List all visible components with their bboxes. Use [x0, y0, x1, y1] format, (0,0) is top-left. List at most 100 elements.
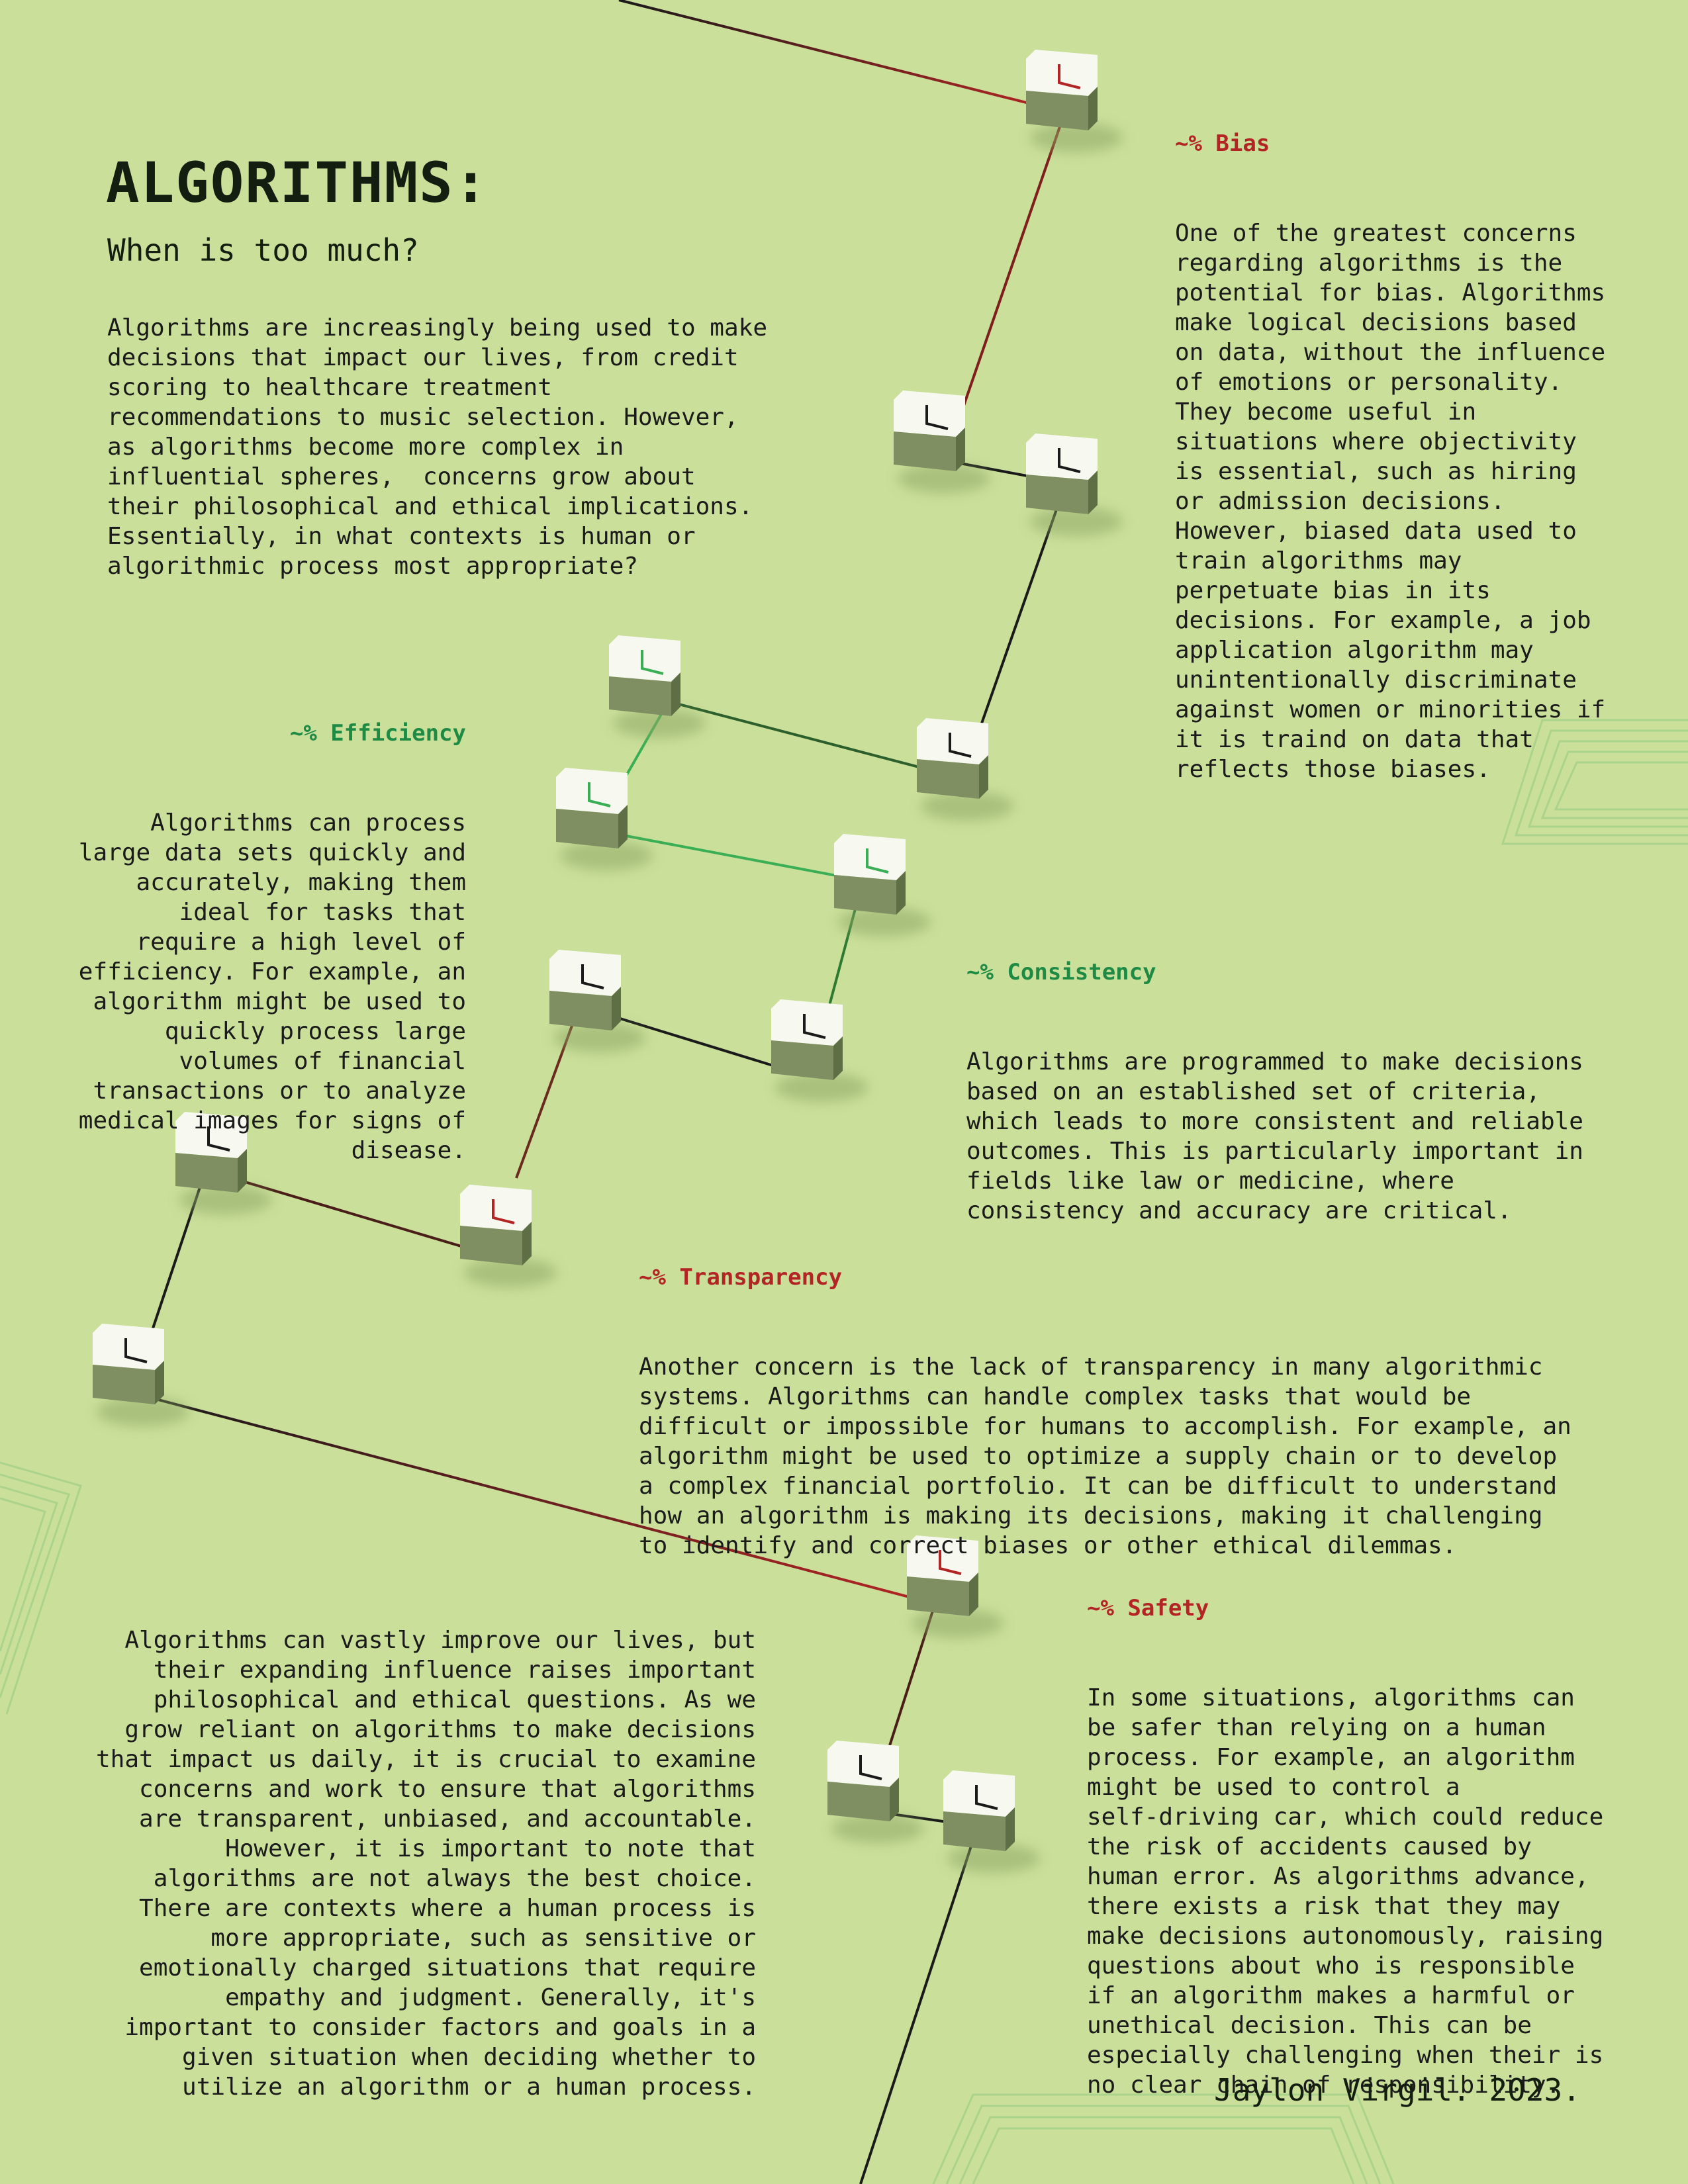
- transparency-line: systems. Algorithms can handle complex t…: [639, 1383, 1472, 1410]
- conclusion-line: There are contexts where a human process…: [139, 1895, 756, 1922]
- efficiency-line: large data sets quickly and: [78, 839, 466, 866]
- bias-line: is essential, such as hiring: [1175, 458, 1577, 485]
- consistency-line: outcomes. This is particularly important…: [966, 1138, 1583, 1165]
- bias-line: against women or minorities if: [1175, 696, 1606, 723]
- consistency-line: consistency and accuracy are critical.: [966, 1197, 1512, 1224]
- cube-group: [93, 50, 1123, 1873]
- safety-line: process. For example, an algorithm: [1087, 1744, 1575, 1771]
- cube-node: [827, 1741, 924, 1843]
- safety-line: In some situations, algorithms can: [1087, 1684, 1575, 1711]
- deco-lines-left: [0, 1461, 82, 1715]
- conclusion-line: important to consider factors and goals …: [124, 2014, 756, 2041]
- conclusion-line: grow reliant on algorithms to make decis…: [124, 1716, 756, 1743]
- safety-section: ~% Safety In some situations, algorithms…: [1087, 1534, 1603, 2130]
- bias-line: application algorithm may: [1175, 637, 1534, 664]
- intro-line: recommendations to music selection. Howe…: [107, 404, 739, 431]
- bias-line: potential for bias. Algorithms: [1175, 279, 1606, 306]
- intro-line: algorithmic process most appropriate?: [107, 553, 638, 580]
- intro-line: Algorithms are increasingly being used t…: [107, 314, 767, 341]
- transparency-line: difficult or impossible for humans to ac…: [639, 1413, 1571, 1440]
- cube-node: [771, 999, 868, 1102]
- transparency-heading: ~% Transparency: [639, 1264, 843, 1291]
- consistency-line: Algorithms are programmed to make decisi…: [966, 1048, 1583, 1075]
- efficiency-heading: ~% Efficiency: [289, 720, 466, 747]
- conclusion-line: given situation when deciding whether to: [182, 2044, 756, 2071]
- intro-paragraph: Algorithms are increasingly being used t…: [107, 313, 767, 581]
- conclusion-line: empathy and judgment. Generally, it's: [225, 1984, 756, 2011]
- efficiency-line: disease.: [351, 1137, 466, 1164]
- bias-heading: ~% Bias: [1175, 130, 1270, 157]
- cube-node: [175, 1112, 272, 1214]
- efficiency-line: algorithm might be used to: [93, 988, 466, 1015]
- intro-line: as algorithms become more complex in: [107, 433, 624, 461]
- cube-node: [93, 1324, 189, 1426]
- safety-line: unethical decision. This can be: [1087, 2012, 1532, 2039]
- conclusion-line: are transparent, unbiased, and accountab…: [139, 1805, 756, 1833]
- efficiency-line: ideal for tasks that: [179, 899, 466, 926]
- safety-line: especially challenging when their is: [1087, 2042, 1604, 2069]
- consistency-line: fields like law or medicine, where: [966, 1167, 1454, 1195]
- safety-line: human error. As algorithms advance,: [1087, 1863, 1589, 1890]
- intro-line: their philosophical and ethical implicat…: [107, 493, 753, 520]
- bias-line: decisions. For example, a job: [1175, 607, 1591, 634]
- bias-line: or admission decisions.: [1175, 488, 1505, 515]
- consistency-section: ~% Consistency Algorithms are programmed…: [966, 898, 1583, 1255]
- bias-line: it is traind on data that: [1175, 726, 1534, 753]
- bias-body: One of the greatest concerns regarding al…: [1175, 218, 1605, 784]
- transparency-line: Another concern is the lack of transpare…: [639, 1353, 1543, 1381]
- bias-line: perpetuate bias in its: [1175, 577, 1491, 604]
- transparency-body: Another concern is the lack of transpare…: [639, 1352, 1571, 1561]
- intro-line: scoring to healthcare treatment: [107, 374, 552, 401]
- deco-lines-right: [1501, 719, 1688, 845]
- cube-node: [834, 834, 931, 936]
- efficiency-line: require a high level of: [136, 929, 467, 956]
- conclusion-line: that impact us daily, it is crucial to e…: [96, 1746, 756, 1773]
- bias-line: One of the greatest concerns: [1175, 220, 1577, 247]
- intro-line: Essentially, in what contexts is human o…: [107, 523, 696, 550]
- conclusion-paragraph: Algorithms can vastly improve our lives,…: [53, 1625, 756, 2102]
- safety-line: no clear chain of responsibility.: [1087, 2071, 1561, 2099]
- conclusion-line: concerns and work to ensure that algorit…: [139, 1776, 756, 1803]
- cube-node: [1026, 433, 1123, 536]
- conclusion-line: their expanding influence raises importa…: [153, 1657, 756, 1684]
- bias-line: make logical decisions based: [1175, 309, 1577, 336]
- conclusion-line: However, it is important to note that: [225, 1835, 756, 1862]
- consistency-line: based on an established set of criteria,: [966, 1078, 1540, 1105]
- conclusion-line: philosophical and ethical questions. As …: [153, 1686, 756, 1713]
- consistency-heading: ~% Consistency: [966, 959, 1156, 985]
- conclusion-line: Algorithms can vastly improve our lives,…: [124, 1627, 756, 1654]
- bias-section: ~% Bias One of the greatest concerns rega…: [1175, 69, 1605, 814]
- consistency-body: Algorithms are programmed to make decisi…: [966, 1047, 1583, 1226]
- transparency-line: to identify and correct biases or other …: [639, 1532, 1457, 1559]
- bias-line: regarding algorithms is the: [1175, 250, 1563, 277]
- bias-line: train algorithms may: [1175, 547, 1462, 574]
- efficiency-body: Algorithms can process large data sets qu…: [40, 808, 466, 1165]
- safety-line: if an algorithm makes a harmful or: [1087, 1982, 1575, 2009]
- bias-line: situations where objectivity: [1175, 428, 1577, 455]
- conclusion-line: emotionally charged situations that requ…: [139, 1954, 756, 1981]
- bias-line: unintentionally discriminate: [1175, 666, 1577, 694]
- cube-node: [907, 1535, 1004, 1638]
- intro-line: decisions that impact our lives, from cr…: [107, 344, 739, 371]
- transparency-line: algorithm might be used to optimize a su…: [639, 1443, 1558, 1470]
- transparency-line: how an algorithm is making its decisions…: [639, 1502, 1543, 1529]
- efficiency-line: quickly process large: [164, 1018, 466, 1045]
- bias-line: However, biased data used to: [1175, 518, 1577, 545]
- cube-node: [917, 718, 1013, 821]
- connector-lines: [144, 0, 1067, 2184]
- bias-line: reflects those biases.: [1175, 756, 1491, 783]
- safety-line: the risk of accidents caused by: [1087, 1833, 1532, 1860]
- efficiency-line: transactions or to analyze: [93, 1077, 466, 1105]
- safety-body: In some situations, algorithms can be saf…: [1087, 1683, 1603, 2100]
- efficiency-line: volumes of financial: [179, 1048, 466, 1075]
- intro-line: influential spheres, concerns grow about: [107, 463, 696, 490]
- efficiency-line: Algorithms can process: [150, 809, 466, 837]
- efficiency-line: medical images for signs of: [78, 1107, 466, 1134]
- safety-line: make decisions autonomously, raising: [1087, 1923, 1604, 1950]
- efficiency-line: accurately, making them: [136, 869, 467, 896]
- cube-node: [609, 635, 706, 738]
- conclusion-line: utilize an algorithm or a human process.: [182, 2073, 756, 2101]
- bias-line: They become useful in: [1175, 398, 1477, 426]
- bias-line: on data, without the influence: [1175, 339, 1606, 366]
